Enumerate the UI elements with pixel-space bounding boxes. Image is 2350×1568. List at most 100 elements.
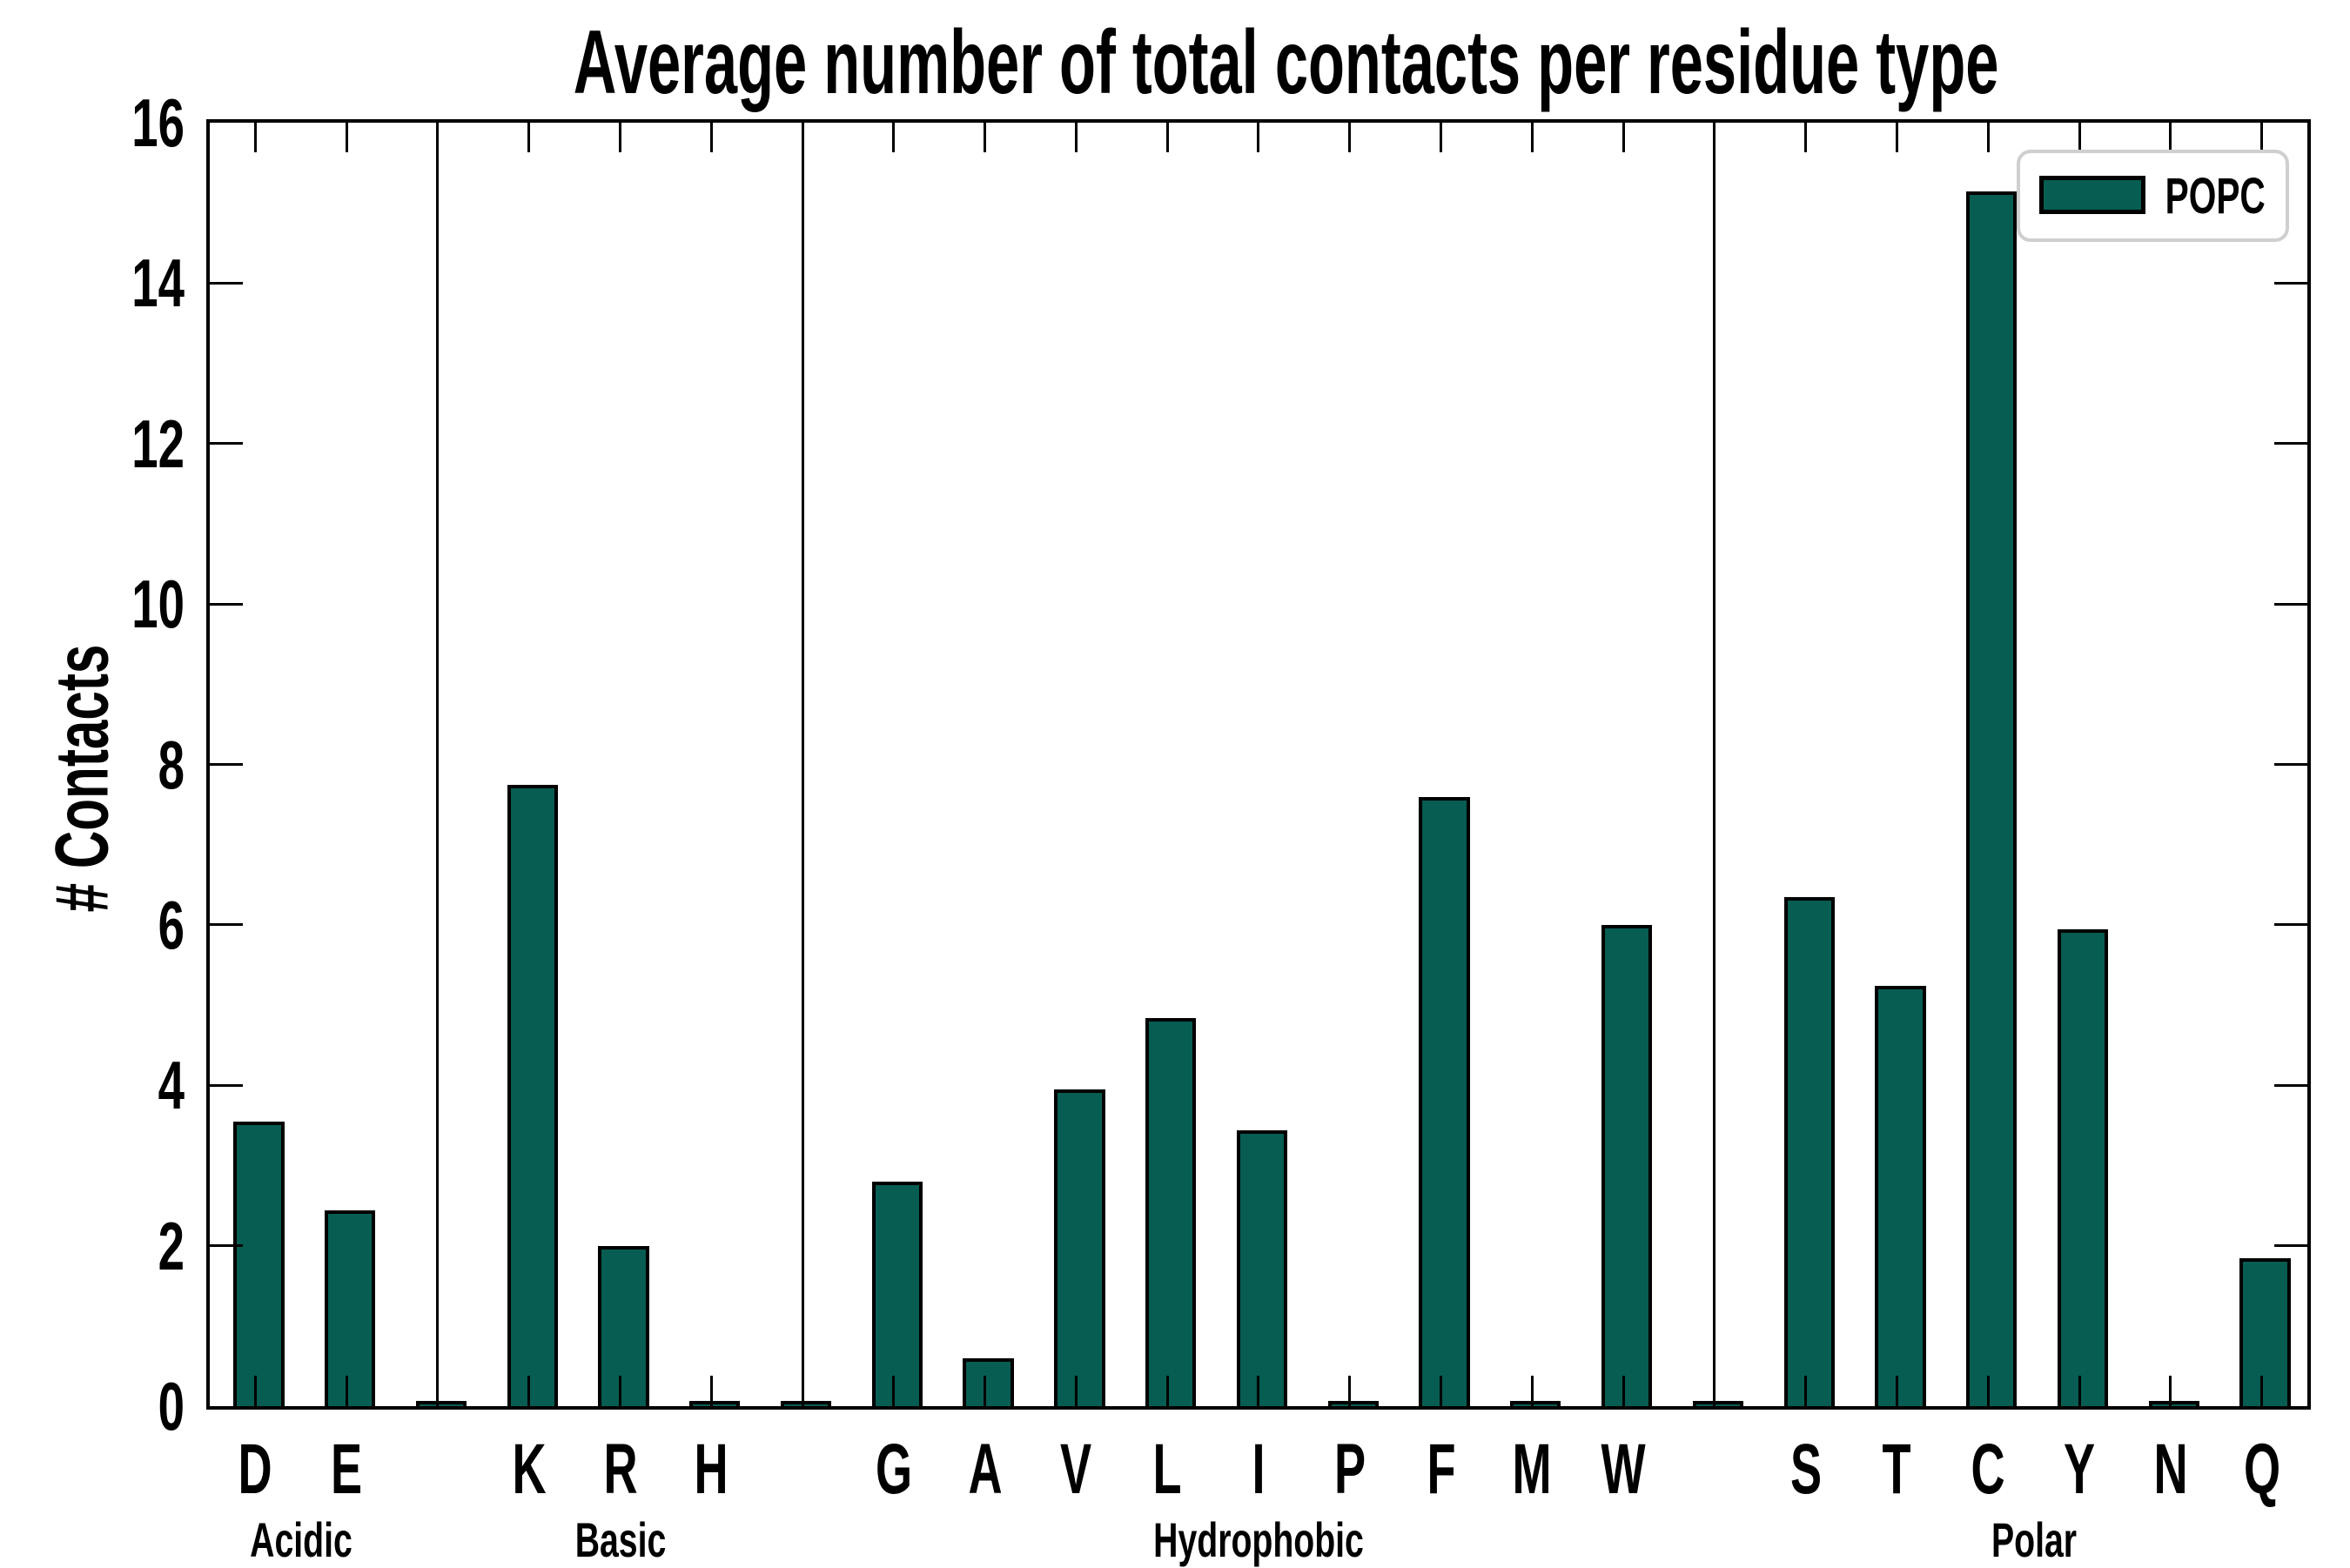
x-tick-label-P: P: [1333, 1430, 1366, 1509]
bar-Q: [2239, 1258, 2291, 1410]
x-tick-label-V: V: [1060, 1430, 1092, 1509]
x-tick-bottom: [892, 1376, 896, 1406]
slot-T: [1851, 123, 1943, 1410]
x-tick-bottom: [1165, 1376, 1169, 1406]
y-tick-right-8: [2274, 763, 2307, 766]
y-tick-left-8: [210, 763, 243, 766]
x-tick-top: [1530, 123, 1534, 152]
x-tick-label-N: N: [2153, 1430, 2188, 1509]
slot-M: [1487, 123, 1578, 1410]
chart-title-text: Average number of total contacts per res…: [573, 12, 1999, 113]
bar-P: [1327, 1401, 1379, 1410]
slot-E: [301, 123, 393, 1410]
x-tick-bottom: [1895, 1376, 1898, 1406]
x-tick-top: [345, 123, 348, 152]
x-tick-label-I: I: [1252, 1430, 1266, 1509]
x-tick-top: [709, 123, 713, 152]
x-tick-bottom: [253, 1376, 257, 1406]
group-label-basic: Basic: [574, 1512, 666, 1567]
legend-label: POPC: [2151, 153, 2280, 238]
x-tick-bottom: [709, 1376, 713, 1406]
x-tick-top: [1165, 123, 1169, 152]
slot-Q: [2216, 123, 2307, 1410]
slot-S: [1760, 123, 1851, 1410]
x-tick-top: [1895, 123, 1898, 152]
x-tick-label-Q: Q: [2243, 1430, 2280, 1509]
y-tick-label-12: 12: [131, 405, 185, 482]
x-tick-top: [619, 123, 622, 152]
group-divider-line: [436, 123, 440, 1406]
x-tick-bottom: [2169, 1376, 2172, 1406]
x-tick-label-D: D: [238, 1430, 272, 1509]
divider-slot-bar: [1692, 1401, 1744, 1410]
group-label-hydrophobic: Hydrophobic: [1153, 1512, 1364, 1567]
x-tick-bottom: [2260, 1376, 2264, 1406]
x-tick-top: [527, 123, 531, 152]
x-tick-bottom: [1986, 1376, 1990, 1406]
x-tick-top: [1074, 123, 1078, 152]
bar-C: [1966, 191, 2018, 1410]
x-tick-label-Y: Y: [2063, 1430, 2096, 1509]
slot-V: [1031, 123, 1122, 1410]
y-tick-label-10: 10: [131, 566, 185, 643]
slot-F: [1395, 123, 1487, 1410]
slot-D: [210, 123, 301, 1410]
y-tick-left-14: [210, 281, 243, 285]
y-tick-label-14: 14: [131, 245, 185, 322]
x-tick-bottom: [1713, 1376, 1716, 1406]
x-tick-bottom: [1257, 1376, 1260, 1406]
x-tick-bottom: [1440, 1376, 1443, 1406]
bar-T: [1875, 985, 1926, 1410]
slot-Y: [2034, 123, 2125, 1410]
x-tick-label-S: S: [1789, 1430, 1822, 1509]
x-tick-top: [984, 123, 987, 152]
slot-H: [666, 123, 757, 1410]
group-divider-line: [801, 123, 804, 1406]
y-tick-right-14: [2274, 281, 2307, 285]
slot-A: [939, 123, 1031, 1410]
group-label-acidic: Acidic: [249, 1512, 352, 1567]
y-tick-left-2: [210, 1244, 243, 1248]
y-tick-label-16: 16: [131, 84, 185, 161]
y-tick-right-6: [2274, 923, 2307, 927]
bar-K: [507, 785, 558, 1410]
bar-S: [1783, 897, 1835, 1410]
bar-W: [1601, 925, 1653, 1410]
x-tick-label-H: H: [694, 1430, 728, 1509]
x-tick-top: [892, 123, 896, 152]
slot-I: [1213, 123, 1305, 1410]
x-tick-bottom: [527, 1376, 531, 1406]
y-tick-left-4: [210, 1083, 243, 1087]
y-tick-left-10: [210, 602, 243, 606]
x-tick-bottom: [436, 1376, 440, 1406]
x-tick-label-R: R: [602, 1430, 638, 1509]
slot-group-gap: [1669, 123, 1761, 1410]
bar-A: [963, 1358, 1014, 1410]
y-tick-right-2: [2274, 1244, 2307, 1248]
x-tick-top: [1713, 123, 1716, 152]
x-tick-bottom: [1530, 1376, 1534, 1406]
plot-area: POPC: [206, 119, 2311, 1410]
y-tick-label-4: 4: [158, 1047, 185, 1124]
x-tick-top: [2078, 123, 2081, 152]
x-tick-bottom: [1804, 1376, 1808, 1406]
plot-inner: [210, 123, 2307, 1410]
y-tick-right-12: [2274, 442, 2307, 446]
legend: POPC: [2017, 150, 2289, 242]
bar-H: [689, 1401, 741, 1410]
slot-W: [1578, 123, 1669, 1410]
slot-P: [1304, 123, 1395, 1410]
x-tick-label-W: W: [1601, 1430, 1646, 1509]
bar-D: [233, 1122, 285, 1410]
group-label-polar: Polar: [1991, 1512, 2077, 1567]
x-tick-bottom: [2078, 1376, 2081, 1406]
x-tick-bottom: [801, 1376, 804, 1406]
x-tick-top: [801, 123, 804, 152]
slot-group-gap: [393, 123, 484, 1410]
x-tick-top: [1348, 123, 1352, 152]
bar-R: [598, 1246, 649, 1410]
x-tick-bottom: [345, 1376, 348, 1406]
x-tick-label-C: C: [1971, 1430, 2005, 1509]
bar-L: [1145, 1017, 1197, 1410]
